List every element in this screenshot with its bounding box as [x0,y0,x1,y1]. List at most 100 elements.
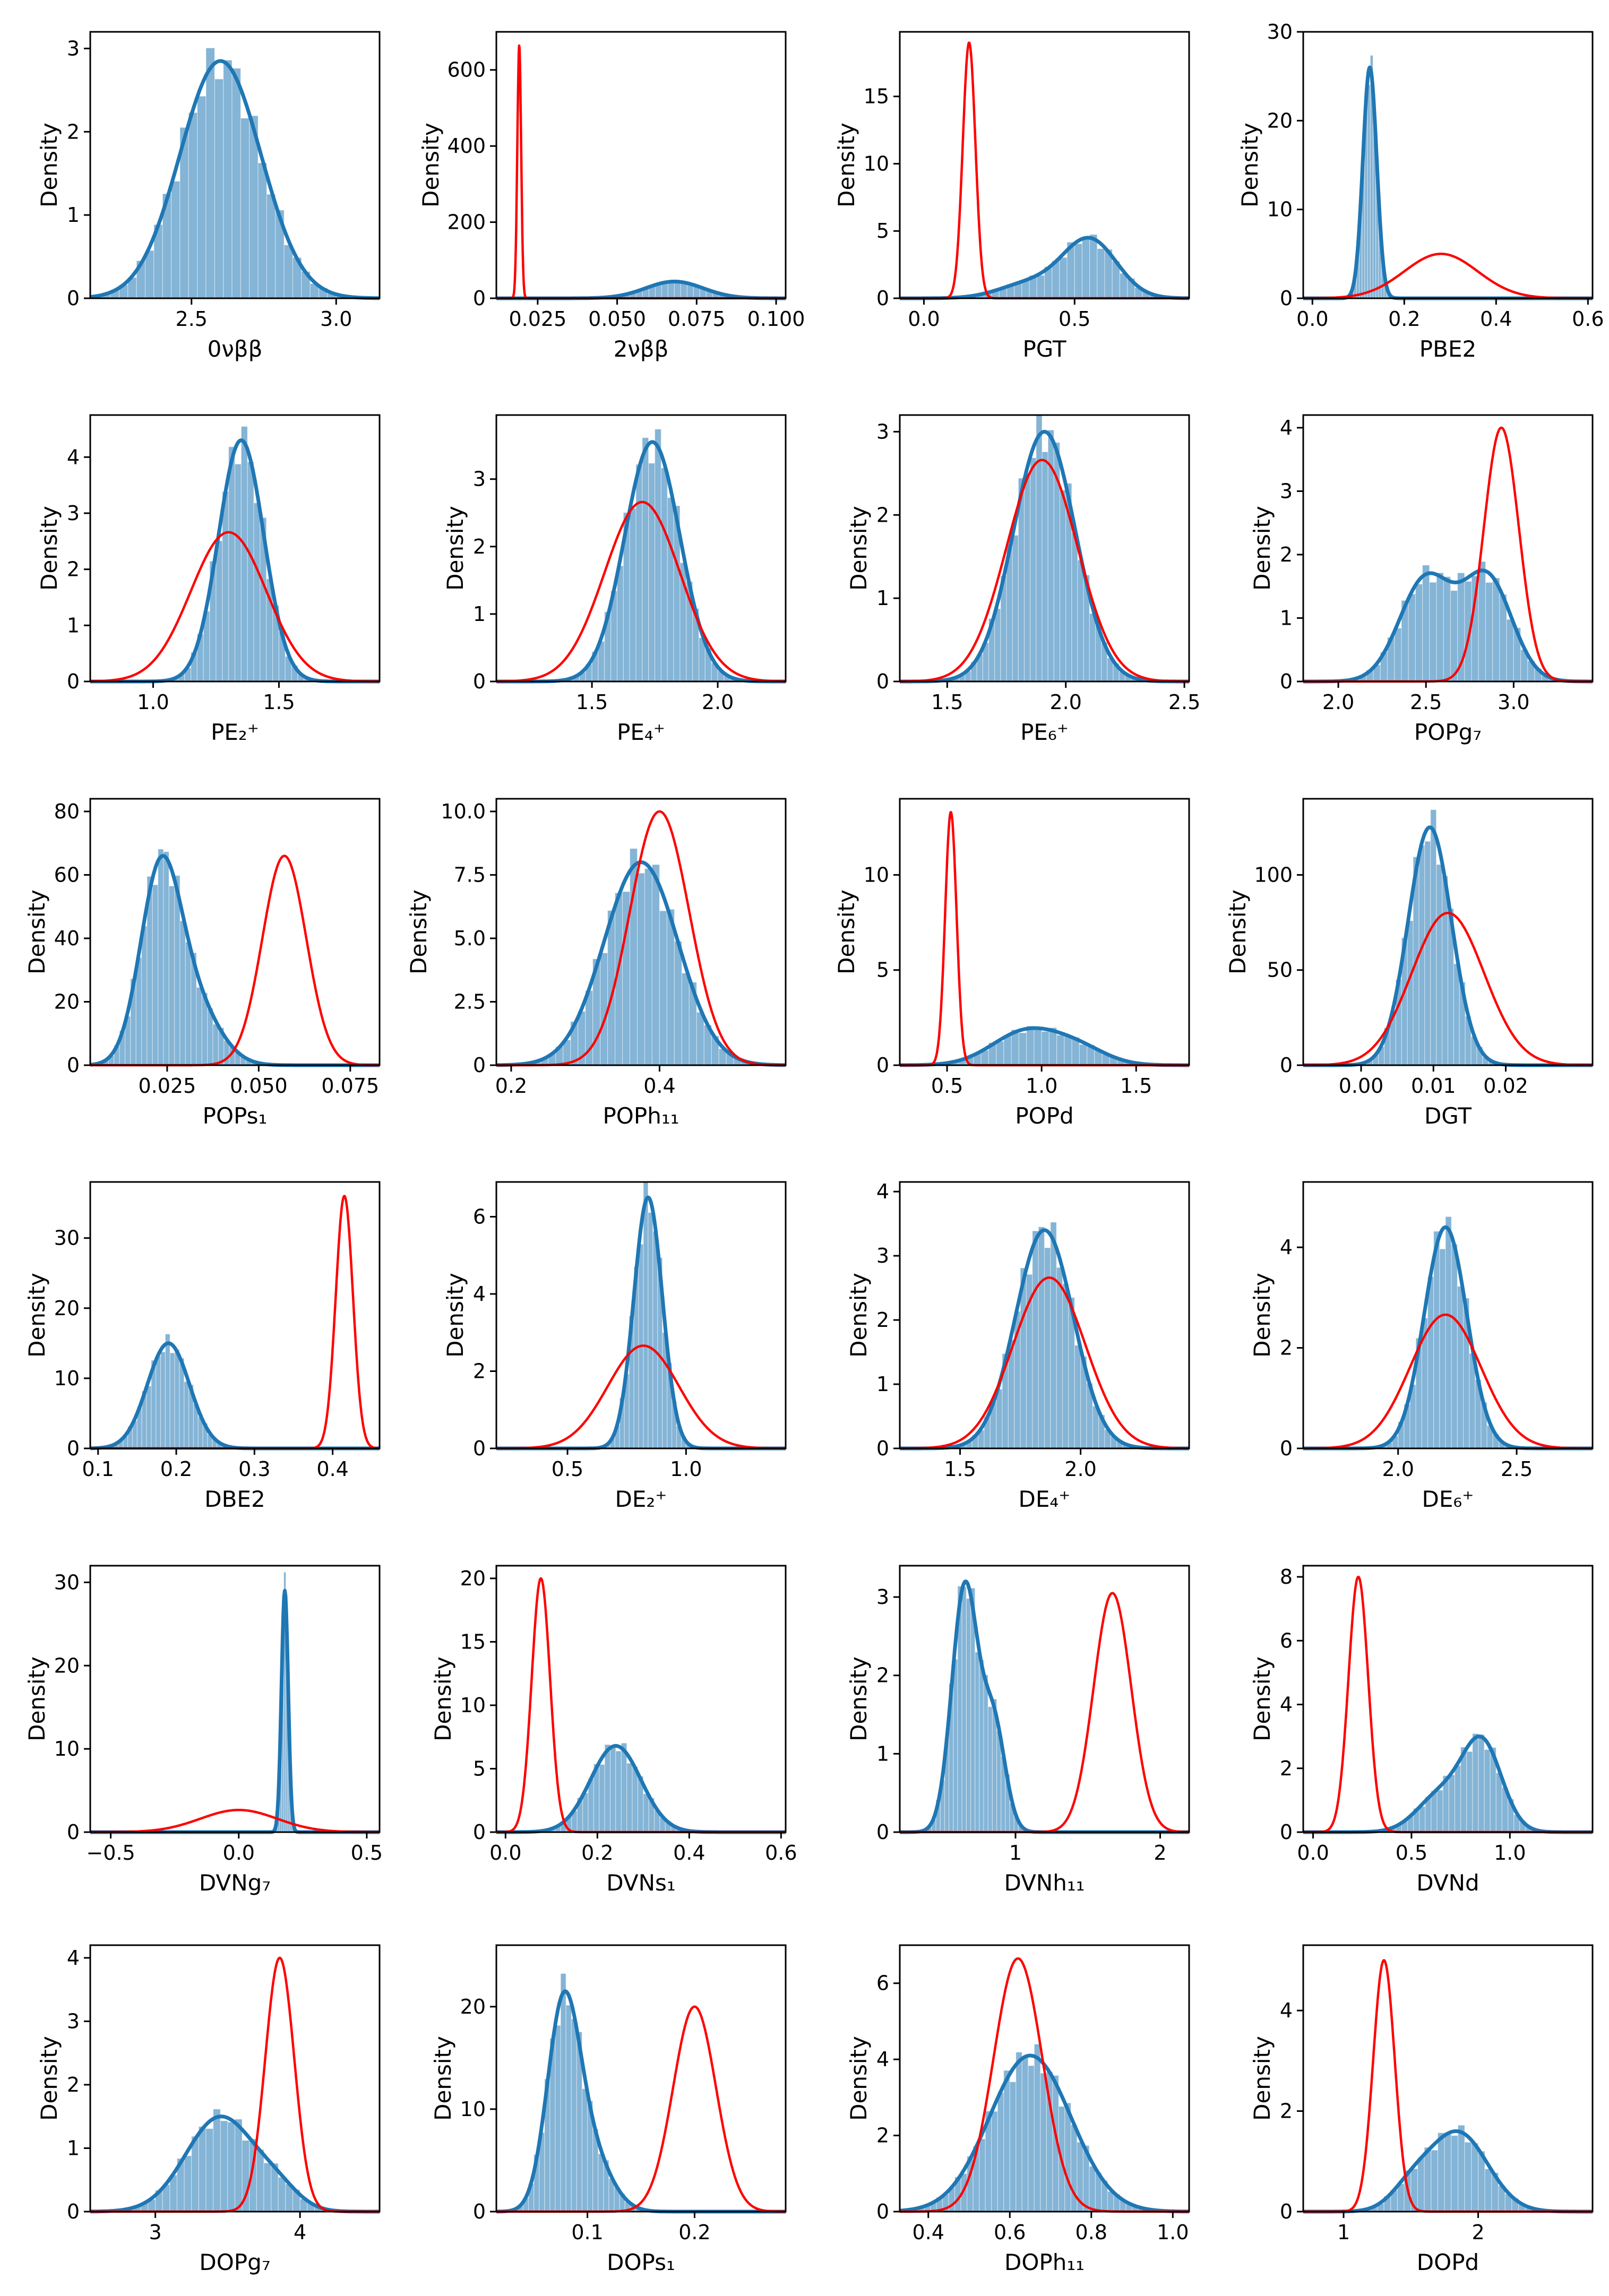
y-tick-label: 3 [876,1585,889,1609]
histogram-bar [266,194,276,299]
x-tick-label: 0.050 [230,1074,288,1098]
y-tick-label: 10 [460,1694,486,1717]
histogram-bar [1003,1035,1012,1066]
y-axis-label: Density [36,506,62,591]
y-tick-label: 0 [876,1054,889,1077]
histogram-bar [696,1012,704,1066]
y-tick-label: 4 [67,445,80,469]
y-tick-label: 2 [1280,1336,1293,1360]
x-tick-label: 1.0 [1026,1074,1057,1098]
y-tick-label: 60 [54,863,80,886]
y-tick-label: 1 [876,1742,889,1765]
axes-frame [899,1565,1190,1833]
x-tick-label: 0.0 [1297,1841,1329,1865]
y-tick-label: 5.0 [454,927,486,950]
histogram-bar [152,884,159,1066]
histogram-bar [163,851,169,1066]
histogram-bar [987,1706,993,1833]
x-tick-label: 1.5 [944,1457,976,1481]
y-tick-label: 0 [876,1820,889,1844]
y-axis-label: Density [1249,506,1275,591]
y-tick-label: 3 [67,502,80,525]
y-tick-label: 20 [460,1995,486,2018]
histogram-bar [169,1352,175,1449]
histogram-bar [205,2128,214,2212]
y-tick-label: 0 [1280,1820,1293,1844]
y-tick-label: 7.5 [454,863,486,886]
y-tick-label: 2 [67,2073,80,2096]
histogram-bar [636,873,646,1066]
y-tick-label: 200 [447,211,486,234]
histogram-bar [1074,1345,1081,1449]
histogram-bar [644,868,653,1066]
histogram-bar [1485,582,1493,682]
histogram-bar [1457,1285,1464,1449]
histogram-bar [1089,2166,1096,2212]
y-tick-label: 10.0 [441,800,486,823]
axes-frame [899,798,1190,1066]
axes-frame [1302,798,1594,1066]
histogram-bar [1034,1028,1042,1066]
subplot-22: 0.1 0.2 0 10 20 DOPs₁ Density [430,1944,787,2275]
histogram-bar [648,463,656,682]
y-tick-label: 0 [876,2200,889,2223]
y-axis-label: Density [36,123,62,208]
histogram-bar [1464,2142,1472,2212]
histogram-bar [1036,415,1043,682]
y-axis-label: Density [430,1656,456,1741]
prior-curve [899,1276,1190,1450]
x-tick-label: 0.8 [1075,2221,1107,2244]
histogram-bar [1422,565,1430,682]
histogram-bar [184,2155,192,2212]
y-tick-label: 0 [67,1820,80,1844]
histogram-bar [1495,1772,1503,1833]
y-tick-label: 20 [1267,109,1293,132]
y-tick-label: 10 [460,2098,486,2121]
histogram-bar [1478,1734,1485,1833]
kde-curve [898,429,1191,684]
y-tick-label: 4 [876,1180,889,1203]
y-tick-label: 4 [1280,416,1293,439]
axes-frame [89,414,381,683]
histogram-bar [1471,2143,1479,2212]
y-tick-label: 20 [460,1567,486,1590]
subplot-6: 1.5 2.0 0 1 2 3 PE₄⁺ Density [442,414,787,745]
x-tick-label: 2 [1472,2221,1484,2244]
x-tick-label: 0.075 [321,1074,379,1098]
x-axis-label: DVNd [1416,1870,1479,1896]
x-axis-label: 0νββ [208,336,263,362]
prior-curve [89,531,381,683]
y-tick-label: 100 [1254,863,1293,886]
histogram-bar [1030,457,1037,682]
histogram-bar [654,428,662,682]
histogram-bar [1443,576,1451,682]
y-tick-label: 1 [473,602,486,626]
x-axis-label: PBE2 [1419,336,1476,362]
histogram-bar [979,2138,986,2212]
x-tick-label: 0.075 [668,307,726,331]
axes-frame [89,31,381,299]
x-tick-label: 0.0 [223,1841,255,1865]
histogram-bar [231,68,241,299]
x-tick-label: 2.0 [702,690,734,714]
x-axis-label: POPh₁₁ [603,1103,679,1129]
histogram-bar [222,491,229,682]
histogram-bar [660,467,668,682]
y-tick-label: 0 [473,670,486,693]
histogram-bar [1050,1222,1057,1449]
histogram-bar [1074,243,1083,299]
histogram-bar [1056,1267,1063,1449]
y-tick-label: 4 [1280,1999,1293,2022]
x-tick-label: 2.0 [1322,690,1354,714]
x-tick-label: 0.4 [316,1457,348,1481]
y-axis-label: Density [833,890,859,974]
y-tick-label: 30 [54,1570,80,1594]
y-axis-label: Density [846,506,872,591]
x-tick-label: 1.5 [576,690,608,714]
x-tick-label: 0.0 [908,307,940,331]
x-tick-label: 0.5 [351,1841,383,1865]
axes-frame [89,1565,381,1833]
y-tick-label: 6 [1280,1629,1293,1652]
histogram-bar [621,1742,627,1833]
kde-curve [1302,568,1594,684]
